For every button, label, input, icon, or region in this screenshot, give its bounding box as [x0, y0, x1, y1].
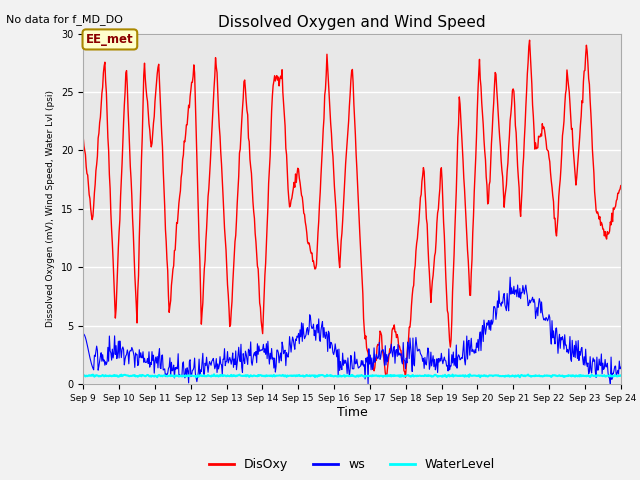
WaterLevel: [516, 374, 524, 380]
ws: [364, 381, 372, 387]
Legend: DisOxy, ws, WaterLevel: DisOxy, ws, WaterLevel: [204, 453, 500, 476]
Line: DisOxy: DisOxy: [83, 40, 621, 377]
DisOxy: [89, 213, 97, 219]
WaterLevel: [210, 372, 218, 377]
ws: [227, 361, 235, 367]
DisOxy: [227, 309, 235, 314]
ws: [617, 364, 625, 370]
DisOxy: [434, 210, 442, 216]
DisOxy: [199, 300, 207, 306]
Text: EE_met: EE_met: [86, 33, 134, 46]
X-axis label: Time: Time: [337, 406, 367, 419]
WaterLevel: [617, 372, 625, 378]
DisOxy: [402, 374, 410, 380]
WaterLevel: [228, 373, 236, 379]
WaterLevel: [418, 373, 426, 379]
Line: WaterLevel: WaterLevel: [83, 374, 621, 377]
WaterLevel: [434, 374, 442, 380]
Line: ws: ws: [83, 277, 621, 384]
WaterLevel: [89, 372, 97, 377]
ws: [79, 331, 87, 336]
WaterLevel: [145, 372, 152, 378]
DisOxy: [145, 109, 152, 115]
ws: [506, 274, 514, 280]
WaterLevel: [79, 372, 87, 378]
ws: [434, 370, 442, 375]
DisOxy: [418, 179, 426, 184]
ws: [89, 365, 97, 371]
ws: [418, 353, 426, 359]
DisOxy: [617, 183, 625, 189]
Title: Dissolved Oxygen and Wind Speed: Dissolved Oxygen and Wind Speed: [218, 15, 486, 30]
DisOxy: [79, 134, 87, 140]
ws: [199, 350, 207, 356]
WaterLevel: [199, 373, 207, 379]
Text: No data for f_MD_DO: No data for f_MD_DO: [6, 14, 124, 25]
Y-axis label: Dissolved Oxygen (mV), Wind Speed, Water Lvl (psi): Dissolved Oxygen (mV), Wind Speed, Water…: [47, 90, 56, 327]
DisOxy: [525, 37, 533, 43]
ws: [145, 361, 152, 367]
